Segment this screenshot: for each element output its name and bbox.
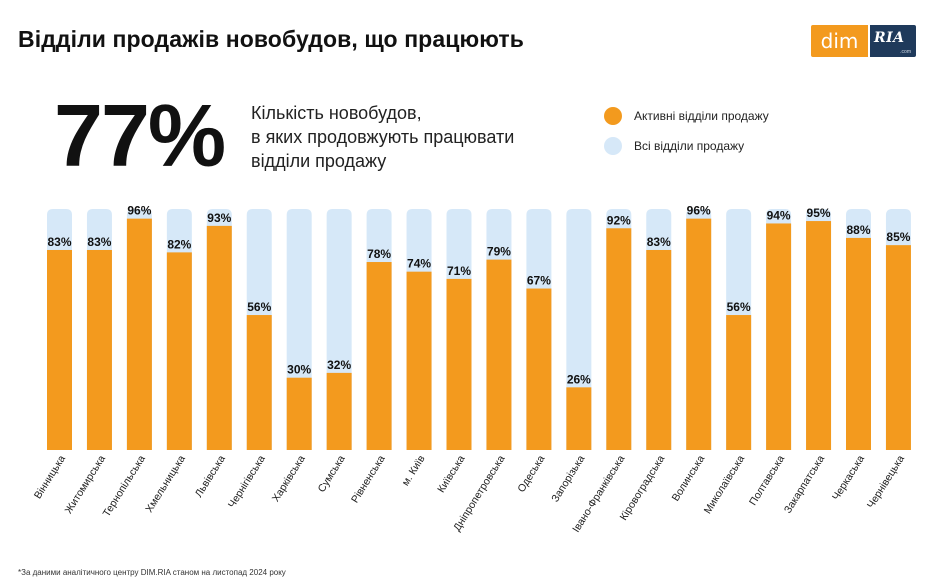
data-label-18: 94% [767, 208, 791, 222]
data-label-19: 95% [807, 206, 831, 220]
legend-label-all: Всі відділи продажу [634, 139, 745, 153]
category-label-17: Миколаївська [702, 453, 748, 516]
bar-active-18 [766, 223, 792, 450]
category-label-0: Вінницька [32, 453, 68, 501]
category-label-15: Кіровоградська [618, 453, 668, 523]
dim-ria-logo[interactable]: dim RIA .com [811, 25, 916, 57]
bar-active-12 [526, 288, 552, 450]
category-label-13: Запорізька [549, 453, 587, 504]
data-label-1: 83% [87, 235, 111, 249]
bar-active-19 [806, 221, 832, 450]
data-label-9: 74% [407, 257, 431, 271]
summary-description-line: в яких продовжують працювати [251, 127, 515, 147]
data-label-11: 79% [487, 245, 511, 259]
summary-description-line: Кількість новобудов, [251, 103, 422, 123]
bar-active-3 [166, 252, 192, 450]
data-label-0: 83% [47, 235, 71, 249]
data-label-20: 88% [846, 223, 870, 237]
bar-active-0 [47, 249, 72, 450]
category-label-19: Закарпатська [782, 453, 827, 516]
category-label-20: Черкаська [830, 453, 867, 503]
data-label-8: 78% [367, 247, 391, 261]
bar-active-7 [326, 372, 352, 450]
bar-active-5 [246, 315, 272, 450]
data-label-12: 67% [527, 274, 551, 288]
data-label-13: 26% [567, 372, 591, 386]
bar-active-8 [366, 262, 392, 450]
category-label-3: Хмельницька [143, 453, 188, 515]
category-label-16: Волинська [670, 453, 708, 503]
data-label-21: 85% [886, 230, 910, 244]
legend-item-all: Всі відділи продажу [604, 136, 769, 156]
bar-active-10 [446, 278, 472, 450]
category-label-21: Чернівецька [865, 453, 907, 511]
category-label-7: Сумська [316, 453, 348, 495]
logo-com-text: .com [900, 49, 911, 55]
bar-active-16 [686, 218, 712, 450]
category-label-18: Полтавська [747, 453, 787, 508]
bar-active-1 [86, 249, 112, 450]
data-label-2: 96% [127, 204, 151, 218]
bar-active-13 [566, 387, 592, 450]
data-label-15: 83% [647, 235, 671, 249]
summary-description-line: відділи продажу [251, 151, 387, 171]
footnote: *За даними аналітичного центру DIM.RIA с… [18, 568, 286, 577]
legend-label-active: Активні відділи продажу [634, 109, 769, 123]
bar-active-14 [606, 228, 632, 450]
category-label-2: Тернопільська [101, 453, 148, 519]
legend-swatch-all [604, 137, 622, 155]
category-label-4: Львівська [193, 453, 228, 499]
logo-dim-part: dim [811, 25, 868, 57]
bar-active-9 [406, 271, 432, 450]
data-label-3: 82% [167, 237, 191, 251]
bar-active-17 [726, 315, 752, 450]
page-title: Відділи продажів новобудов, що працюють [18, 26, 524, 52]
summary-description: Кількість новобудов, в яких продовжують … [251, 101, 571, 173]
bar-active-15 [646, 249, 672, 450]
data-label-6: 30% [287, 363, 311, 377]
data-label-14: 92% [607, 213, 631, 227]
chart-legend: Активні відділи продажу Всі відділи прод… [604, 106, 769, 166]
bar-active-20 [846, 237, 871, 450]
logo-ria-text: RIA [874, 30, 905, 46]
data-label-5: 56% [247, 300, 271, 314]
category-label-10: Київська [435, 453, 467, 495]
bar-active-2 [126, 218, 152, 450]
data-label-17: 56% [727, 300, 751, 314]
legend-item-active: Активні відділи продажу [604, 106, 769, 126]
category-label-6: Харківська [270, 453, 308, 504]
category-label-5: Чернігівська [226, 453, 268, 510]
legend-swatch-active [604, 107, 622, 125]
bar-active-6 [286, 377, 312, 450]
category-label-8: Рівненська [349, 453, 388, 505]
category-label-1: Житомирська [63, 453, 108, 516]
bar-active-4 [206, 225, 232, 450]
data-label-7: 32% [327, 358, 351, 372]
summary-percentage: 77% [54, 86, 226, 185]
data-label-10: 71% [447, 264, 471, 278]
logo-ria-part: RIA .com [870, 25, 916, 57]
category-label-12: Одеська [515, 453, 547, 495]
data-label-16: 96% [687, 204, 711, 218]
bar-active-11 [486, 259, 512, 450]
category-label-9: м. Київ [400, 453, 428, 488]
data-label-4: 93% [207, 211, 231, 225]
bar-active-21 [885, 245, 911, 450]
